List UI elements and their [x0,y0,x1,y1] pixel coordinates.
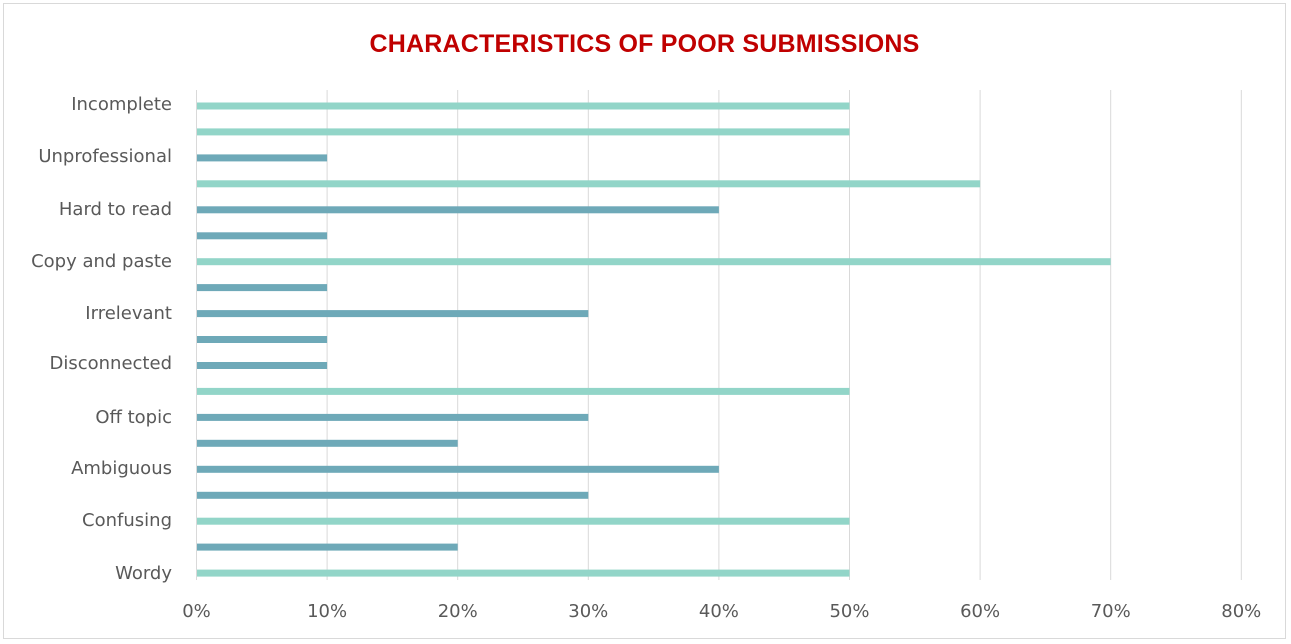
category-label: Ambiguous [71,458,172,479]
bar [196,102,850,110]
category-label: Unprofessional [38,146,172,167]
bar [196,284,328,292]
x-tick-label: 10% [307,601,347,622]
bar [196,336,328,343]
category-label: Incomplete [71,94,172,115]
bar [196,413,589,421]
bar [196,517,850,525]
x-tick-label: 70% [1091,601,1131,622]
bar [196,180,981,188]
x-tick-label: 40% [699,601,739,622]
x-tick-label: 0% [182,601,211,622]
bar [196,491,589,499]
bar [196,232,328,240]
bar [196,439,458,447]
bar [196,569,850,577]
category-label: Copy and paste [31,251,172,272]
x-tick-label: 20% [438,601,478,622]
bar [196,543,458,551]
bar [196,387,850,395]
bar [196,258,1111,266]
x-tick-label: 50% [829,601,869,622]
category-label: Disconnected [50,353,173,374]
bar [196,154,328,162]
category-label: Off topic [95,407,172,428]
category-label: Confusing [82,510,172,531]
bar [196,128,850,136]
bar [196,206,719,214]
bar [196,310,589,318]
bar [196,465,719,473]
x-tick-label: 60% [960,601,1000,622]
category-label: Wordy [115,563,172,584]
category-label: Hard to read [59,199,172,220]
x-tick-label: 80% [1221,601,1261,622]
chart-title: CHARACTERISTICS OF POOR SUBMISSIONS [369,30,920,58]
category-label: Irrelevant [85,303,172,324]
x-tick-label: 30% [568,601,608,622]
bar [196,362,328,369]
